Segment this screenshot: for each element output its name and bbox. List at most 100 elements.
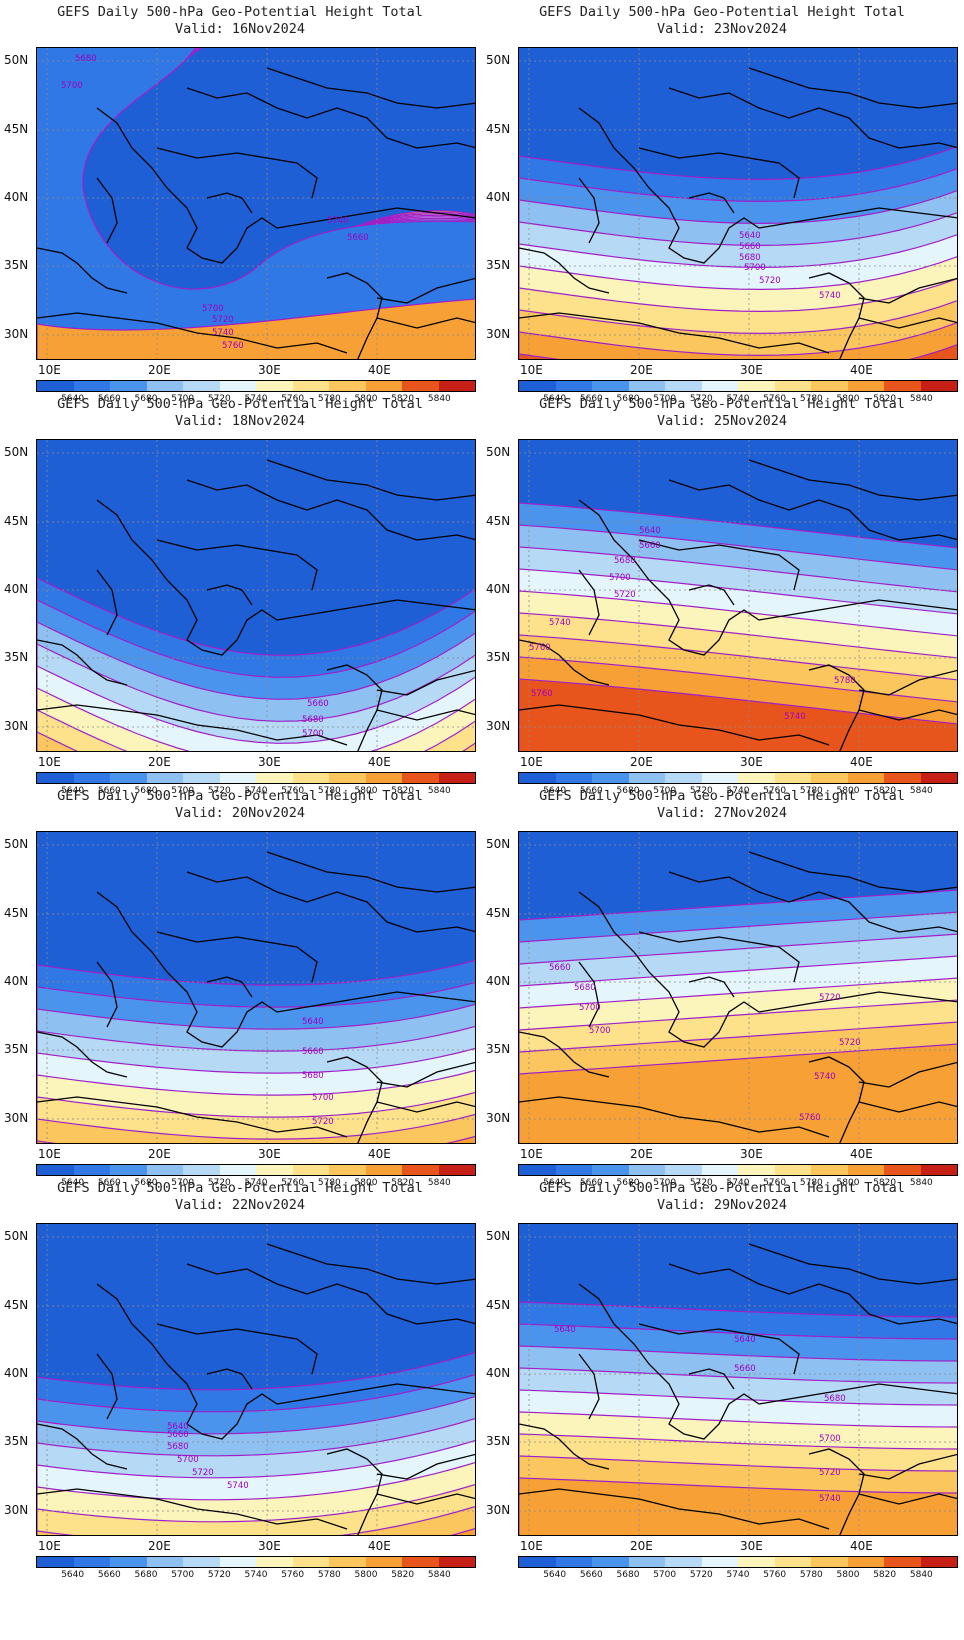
- colorbar-swatch: [775, 381, 812, 391]
- latitude-label: 40N: [486, 190, 516, 204]
- longitude-label: 10E: [520, 1147, 543, 1161]
- longitude-label: 20E: [630, 1539, 653, 1553]
- latitude-label: 40N: [4, 1366, 34, 1380]
- longitude-label: 10E: [38, 755, 61, 769]
- contour-label: 5700: [579, 1003, 601, 1013]
- map-panel: GEFS Daily 500-hPa Geo-Potential Height …: [0, 784, 482, 1194]
- colorbar-label: 5680: [126, 1570, 166, 1580]
- colorbar-swatch: [220, 773, 257, 783]
- colorbar-swatch: [402, 1165, 439, 1175]
- colorbar: [36, 380, 476, 392]
- longitude-label: 40E: [850, 1539, 873, 1553]
- colorbar-swatch: [811, 773, 848, 783]
- colorbar-swatch: [921, 381, 958, 391]
- contour-label: 5720: [819, 1468, 841, 1478]
- latitude-label: 30N: [486, 719, 516, 733]
- colorbar-swatch: [921, 1165, 958, 1175]
- colorbar-label: 5640: [53, 1570, 93, 1580]
- latitude-label: 45N: [486, 514, 516, 528]
- panel-title: GEFS Daily 500-hPa Geo-Potential Height …: [0, 788, 480, 805]
- colorbar-swatch: [848, 773, 885, 783]
- longitude-label: 20E: [148, 1147, 171, 1161]
- colorbar-swatch: [519, 1165, 556, 1175]
- colorbar-swatch: [848, 381, 885, 391]
- colorbar-swatch: [220, 1557, 257, 1567]
- contour-label: 5760: [531, 689, 553, 699]
- contour-label: 5700: [61, 81, 83, 91]
- map-panel: GEFS Daily 500-hPa Geo-Potential Height …: [0, 1176, 482, 1586]
- colorbar-swatch: [147, 381, 184, 391]
- map-plot-area: 5680 5700 5740 5660 5700 5720 5740 5760: [36, 47, 476, 360]
- colorbar-swatch: [220, 381, 257, 391]
- latitude-label: 35N: [486, 650, 516, 664]
- longitude-label: 20E: [630, 363, 653, 377]
- colorbar-swatch: [256, 1557, 293, 1567]
- colorbar-swatch: [366, 1557, 403, 1567]
- latitude-label: 45N: [4, 1298, 34, 1312]
- colorbar-label: 5800: [828, 1570, 868, 1580]
- longitude-label: 40E: [368, 363, 391, 377]
- latitude-label: 30N: [486, 1111, 516, 1125]
- height-map: 56405660568057005720: [37, 832, 476, 1144]
- latitude-label: 45N: [486, 906, 516, 920]
- colorbar-swatch: [439, 1557, 476, 1567]
- panel-valid-date: Valid: 18Nov2024: [0, 413, 480, 430]
- latitude-label: 45N: [4, 906, 34, 920]
- colorbar: [518, 380, 958, 392]
- latitude-label: 50N: [4, 837, 34, 851]
- contour-label: 5740: [327, 216, 349, 226]
- latitude-label: 50N: [4, 1229, 34, 1243]
- longitude-label: 10E: [520, 1539, 543, 1553]
- map-plot-area: 5640 5640 5660 5680 5700 5720 5740: [518, 1223, 958, 1536]
- colorbar-swatch: [811, 381, 848, 391]
- latitude-label: 30N: [486, 327, 516, 341]
- longitude-label: 20E: [630, 755, 653, 769]
- colorbar-swatch: [592, 1165, 629, 1175]
- latitude-label: 35N: [486, 258, 516, 272]
- longitude-label: 20E: [148, 755, 171, 769]
- longitude-label: 40E: [368, 1147, 391, 1161]
- colorbar-label: 5720: [681, 1570, 721, 1580]
- panel-valid-date: Valid: 27Nov2024: [482, 805, 962, 822]
- latitude-label: 35N: [4, 650, 34, 664]
- latitude-label: 35N: [486, 1042, 516, 1056]
- colorbar-swatch: [183, 1165, 220, 1175]
- panel-title: GEFS Daily 500-hPa Geo-Potential Height …: [0, 4, 480, 21]
- panel-title: GEFS Daily 500-hPa Geo-Potential Height …: [0, 396, 480, 413]
- map-panel: GEFS Daily 500-hPa Geo-Potential Height …: [482, 0, 964, 410]
- contour-label: 5640: [734, 1335, 756, 1345]
- latitude-label: 45N: [486, 1298, 516, 1312]
- colorbar-label: 5700: [163, 1570, 203, 1580]
- map-plot-area: 5640 5660 5680 5700 5720 5740: [518, 47, 958, 360]
- colorbar-label: 5740: [718, 1570, 758, 1580]
- colorbar-swatch: [738, 381, 775, 391]
- colorbar: [518, 772, 958, 784]
- colorbar: [36, 1556, 476, 1568]
- longitude-label: 10E: [38, 1539, 61, 1553]
- colorbar-label: 5660: [89, 1570, 129, 1580]
- colorbar-swatch: [110, 1557, 147, 1567]
- longitude-label: 40E: [850, 755, 873, 769]
- colorbar-swatch: [183, 773, 220, 783]
- longitude-label: 30E: [740, 363, 763, 377]
- contour-label: 5660: [739, 242, 761, 252]
- contour-label: 5660: [167, 1430, 189, 1440]
- contour-label: 5740: [227, 1481, 249, 1491]
- colorbar-swatch: [329, 773, 366, 783]
- longitude-label: 10E: [38, 363, 61, 377]
- height-map: 564056605680570057205740: [519, 48, 958, 360]
- colorbar-swatch: [110, 1165, 147, 1175]
- latitude-label: 35N: [4, 258, 34, 272]
- panel-valid-date: Valid: 22Nov2024: [0, 1197, 480, 1214]
- colorbar-swatch: [738, 1165, 775, 1175]
- colorbar: [36, 1164, 476, 1176]
- panel-valid-date: Valid: 23Nov2024: [482, 21, 962, 38]
- colorbar-swatch: [256, 1165, 293, 1175]
- height-map: 5640564056605680570057205740: [519, 1224, 958, 1536]
- contour-label: 5660: [347, 233, 369, 243]
- map-plot-area: 5640 5660 5680 5700 5720 5740 5760 5780 5760 5740: [518, 439, 958, 752]
- colorbar-label: 5840: [901, 1570, 941, 1580]
- contour-label: 5740: [819, 291, 841, 301]
- longitude-label: 30E: [258, 1539, 281, 1553]
- contour-label: 5640: [739, 231, 761, 241]
